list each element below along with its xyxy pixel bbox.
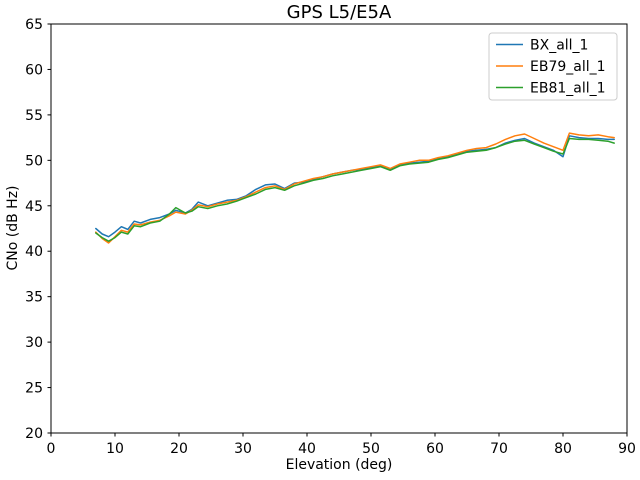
chart-title: GPS L5/E5A [287, 2, 392, 23]
legend-label: BX_all_1 [530, 38, 588, 54]
series-line-BX_all_1 [95, 135, 615, 238]
legend-label: EB79_all_1 [530, 59, 606, 75]
y-axis-ticks: 20 25 30 35 40 45 50 55 60 65 [25, 17, 51, 442]
x-tick-label: 90 [618, 441, 636, 457]
x-tick-label: 50 [362, 441, 380, 457]
y-tick-label: 60 [25, 62, 43, 78]
x-axis-ticks: 0 10 20 30 40 50 60 70 80 90 [47, 433, 636, 457]
series-line-EB81_all_1 [95, 137, 615, 242]
y-tick-label: 35 [25, 290, 43, 306]
x-tick-label: 70 [490, 441, 508, 457]
x-tick-label: 60 [426, 441, 444, 457]
x-tick-label: 80 [554, 441, 572, 457]
legend-box [488, 32, 618, 101]
y-tick-label: 65 [25, 17, 43, 33]
x-tick-label: 0 [47, 441, 56, 457]
y-tick-label: 50 [25, 153, 43, 169]
y-axis-label: CNo (dB Hz) [5, 185, 21, 270]
x-axis-label: Elevation (deg) [286, 457, 393, 473]
x-tick-label: 10 [106, 441, 124, 457]
y-tick-label: 20 [25, 426, 43, 442]
y-tick-label: 30 [25, 335, 43, 351]
y-tick-label: 25 [25, 381, 43, 397]
series-line-EB79_all_1 [95, 132, 615, 244]
y-tick-label: 40 [25, 244, 43, 260]
data-series-group [95, 132, 615, 244]
y-tick-label: 55 [25, 108, 43, 124]
x-tick-label: 30 [234, 441, 252, 457]
x-tick-label: 20 [170, 441, 188, 457]
y-tick-label: 45 [25, 199, 43, 215]
plot-border [50, 23, 628, 434]
legend-label: EB81_all_1 [530, 81, 606, 97]
x-tick-label: 40 [298, 441, 316, 457]
legend: BX_all_1 EB79_all_1 EB81_all_1 [488, 32, 618, 101]
